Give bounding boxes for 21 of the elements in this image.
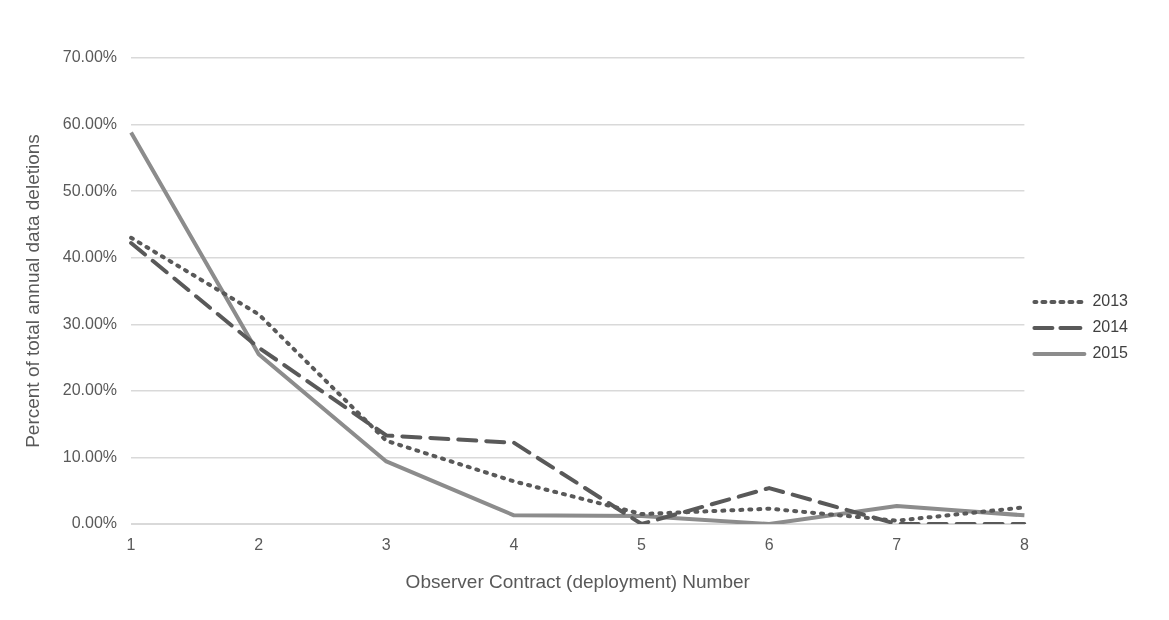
legend-label: 2015 xyxy=(1092,344,1129,362)
x-tick-label: 2 xyxy=(254,536,264,554)
y-tick-label: 60.00% xyxy=(62,114,118,132)
x-tick-label: 7 xyxy=(892,536,902,554)
y-tick-label: 10.00% xyxy=(62,447,118,465)
y-axis-title: Percent of total annual data deletions xyxy=(21,134,43,448)
y-tick-label: 50.00% xyxy=(62,181,118,199)
y-tick-label: 0.00% xyxy=(71,514,118,532)
x-tick-label: 3 xyxy=(381,536,391,554)
x-tick-label: 5 xyxy=(637,536,647,554)
x-tick-label: 1 xyxy=(126,536,136,554)
x-tick-label: 8 xyxy=(1019,536,1029,554)
legend-label: 2014 xyxy=(1092,318,1129,336)
x-tick-label: 6 xyxy=(764,536,774,554)
x-tick-label: 4 xyxy=(509,536,519,554)
y-tick-label: 70.00% xyxy=(62,48,118,66)
y-tick-label: 40.00% xyxy=(62,248,118,266)
legend-label: 2013 xyxy=(1092,292,1129,310)
y-tick-label: 30.00% xyxy=(62,314,118,332)
y-tick-label: 20.00% xyxy=(62,381,118,399)
x-axis-title: Observer Contract (deployment) Number xyxy=(405,570,751,592)
